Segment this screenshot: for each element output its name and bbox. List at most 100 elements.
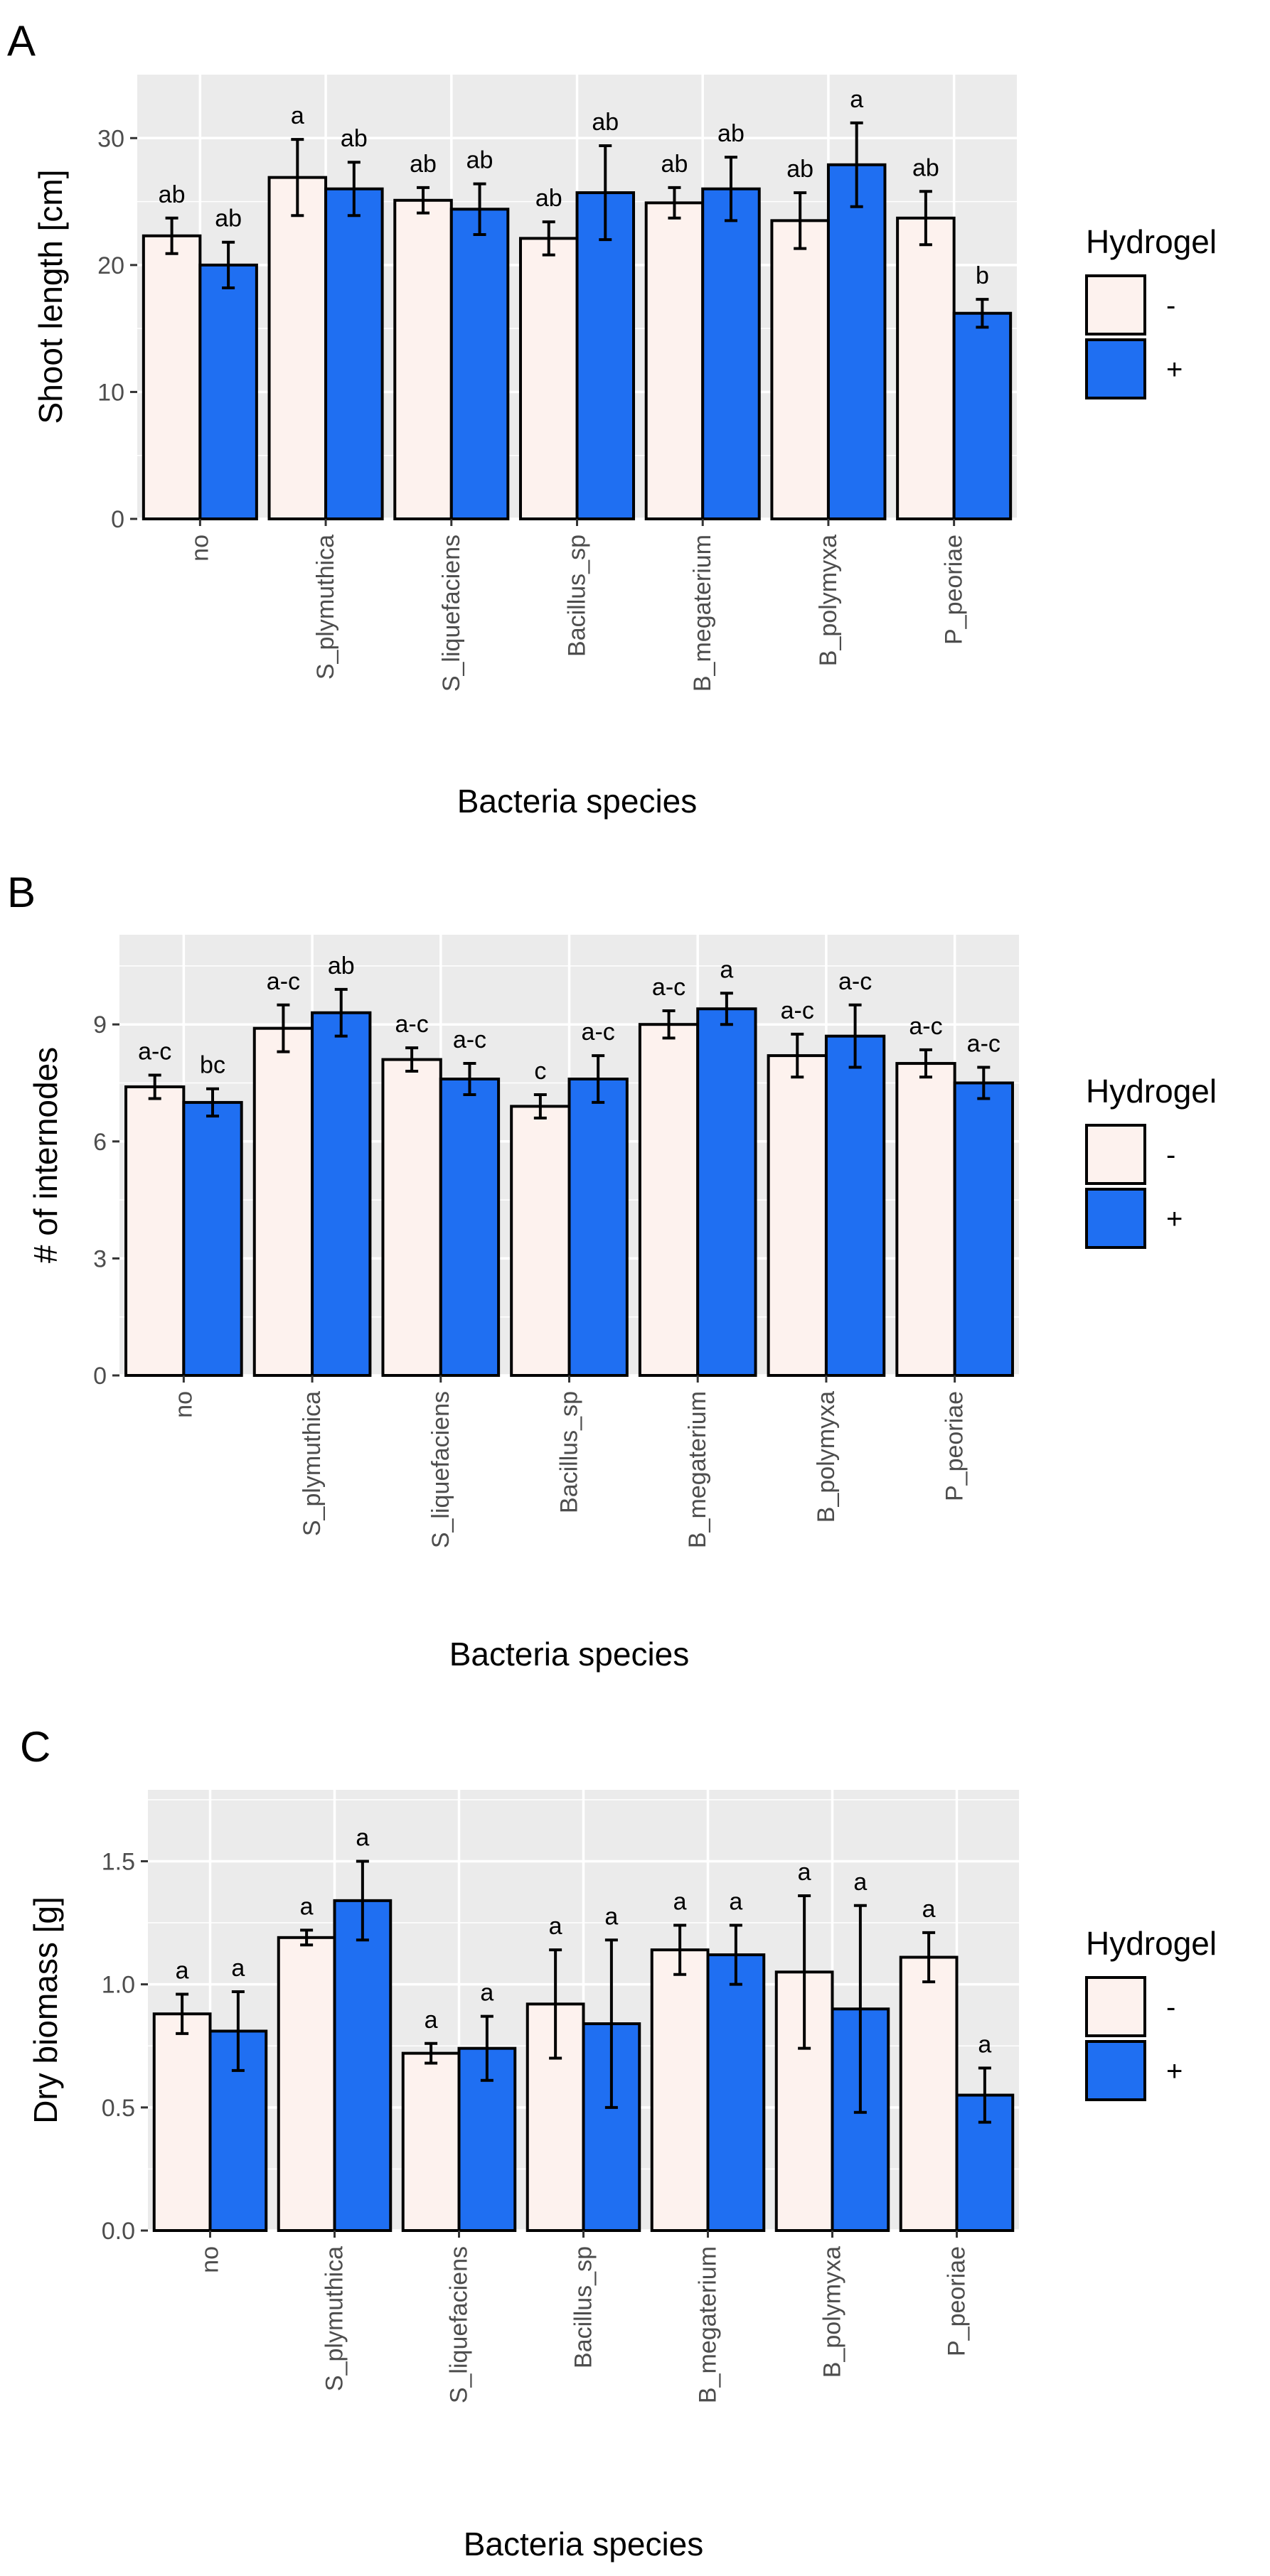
significance-letter: a <box>673 1889 687 1916</box>
legend-swatch-minus <box>1085 1976 1146 2037</box>
significance-letter: a-c <box>781 997 814 1024</box>
chart-panel-c: C 0.0 0.5 1.0 1.5 a a no a a S_plymuthica a a S_lique… <box>20 1723 1217 2562</box>
significance-letter: a <box>480 1980 493 2007</box>
significance-letter: ab <box>717 120 745 147</box>
panel-label: C <box>20 1723 50 1771</box>
significance-letter: a <box>853 1869 867 1896</box>
significance-letter: a <box>356 1824 369 1851</box>
significance-letter: a <box>300 1893 314 1920</box>
legend-swatch-plus <box>1085 1188 1146 1249</box>
significance-letter: ab <box>328 952 355 980</box>
bar-minus-bacillus_sp <box>510 1105 571 1377</box>
y-tick-label: 10 <box>97 379 124 406</box>
significance-letter: ab <box>410 151 437 178</box>
significance-letter: a <box>231 1955 245 1982</box>
significance-letter: a-c <box>395 1011 429 1038</box>
significance-letter: a <box>729 1889 742 1916</box>
x-tick-label: B_megaterium <box>689 535 716 692</box>
legend-swatch-plus <box>1085 2040 1146 2101</box>
bar-plus-s_liquefaciens <box>439 1078 501 1377</box>
x-tick-label: P_peoriae <box>944 2246 971 2356</box>
x-tick-label: no <box>186 535 213 562</box>
significance-letter: a-c <box>967 1031 1000 1058</box>
bar-minus-b_megaterium <box>638 1023 700 1377</box>
bar-plus-b_megaterium <box>701 187 761 520</box>
y-tick-label: 20 <box>97 252 124 279</box>
bar-plus-s_plymuthica <box>324 187 384 520</box>
significance-letter: a <box>604 1903 618 1930</box>
y-tick-label: 3 <box>93 1245 107 1272</box>
bar-minus-s_plymuthica <box>277 1936 336 2233</box>
bar-plus-s_plymuthica <box>333 1899 393 2233</box>
bar-plus-p_peoriae <box>953 1081 1014 1378</box>
x-tick-label: no <box>170 1391 197 1418</box>
significance-letter: b <box>976 262 989 289</box>
x-tick-label: S_liquefaciens <box>438 535 465 692</box>
bar-plus-s_liquefaciens <box>449 208 510 520</box>
legend-swatch-plus <box>1085 338 1146 399</box>
bar-minus-b_polymyxa <box>767 1054 828 1377</box>
bar-minus-b_megaterium <box>644 201 705 520</box>
legend-label: + <box>1166 1203 1183 1235</box>
y-tick-label: 1.5 <box>102 1848 135 1875</box>
significance-letter: a <box>978 2031 991 2058</box>
bar-minus-p_peoriae <box>895 1062 956 1377</box>
bar-plus-b_polymyxa <box>824 1034 886 1378</box>
bar-minus-b_megaterium <box>650 1948 710 2232</box>
significance-letter: a <box>291 102 304 129</box>
significance-letter: ab <box>466 147 493 174</box>
x-tick-label: P_peoriae <box>941 535 968 645</box>
x-tick-label: P_peoriae <box>941 1391 968 1501</box>
significance-letter: ab <box>341 125 368 152</box>
bar-plus-b_megaterium <box>706 1953 766 2233</box>
x-tick-label: Bacillus_sp <box>570 2246 597 2368</box>
significance-letter: a-c <box>909 1013 942 1040</box>
significance-letter: ab <box>159 181 186 208</box>
bar-minus-s_liquefaciens <box>381 1058 442 1377</box>
bar-minus-no <box>152 2012 212 2233</box>
legend-label: - <box>1166 290 1175 321</box>
significance-letter: ab <box>661 151 688 178</box>
x-tick-label: S_plymuthica <box>312 535 339 680</box>
significance-letter: a-c <box>138 1039 171 1066</box>
legend-title: Hydrogel <box>1086 223 1217 260</box>
y-tick-label: 9 <box>93 1011 107 1039</box>
significance-letter: ab <box>912 154 939 181</box>
significance-letter: a-c <box>838 968 872 995</box>
legend-label: - <box>1166 1992 1175 2023</box>
significance-letter: a-c <box>582 1019 615 1046</box>
significance-letter: bc <box>200 1052 225 1079</box>
significance-letter: a-c <box>267 968 300 995</box>
bar-minus-no <box>142 234 202 520</box>
legend-label: + <box>1166 354 1183 385</box>
legend-swatch-minus <box>1085 274 1146 336</box>
bar-minus-s_plymuthica <box>252 1026 314 1377</box>
bar-minus-no <box>124 1085 186 1377</box>
significance-letter: ab <box>592 109 619 136</box>
significance-letter: ab <box>786 156 813 183</box>
x-tick-label: B_megaterium <box>695 2246 722 2403</box>
bar-plus-p_peoriae <box>952 311 1013 520</box>
y-tick-label: 0 <box>93 1363 107 1390</box>
x-tick-label: S_plymuthica <box>299 1391 326 1536</box>
y-tick-label: 30 <box>97 125 124 152</box>
significance-letter: a <box>425 2007 438 2034</box>
bar-minus-p_peoriae <box>896 216 956 520</box>
x-axis-title: Bacteria species <box>457 783 698 820</box>
bar-minus-p_peoriae <box>899 1955 959 2233</box>
bar-minus-s_plymuthica <box>267 176 328 520</box>
bar-plus-b_polymyxa <box>826 163 887 521</box>
bar-minus-s_liquefaciens <box>393 198 453 520</box>
bar-minus-bacillus_sp <box>518 237 579 520</box>
panel-label: A <box>7 17 36 65</box>
legend-title: Hydrogel <box>1086 1925 1217 1962</box>
y-tick-label: 6 <box>93 1129 107 1156</box>
x-tick-label: S_liquefaciens <box>427 1391 454 1548</box>
legend-swatch-minus <box>1085 1124 1146 1185</box>
x-tick-label: B_polymyxa <box>819 2246 846 2378</box>
bar-plus-b_megaterium <box>696 1007 757 1377</box>
significance-letter: a <box>176 1957 189 1984</box>
significance-letter: a <box>922 1896 936 1923</box>
